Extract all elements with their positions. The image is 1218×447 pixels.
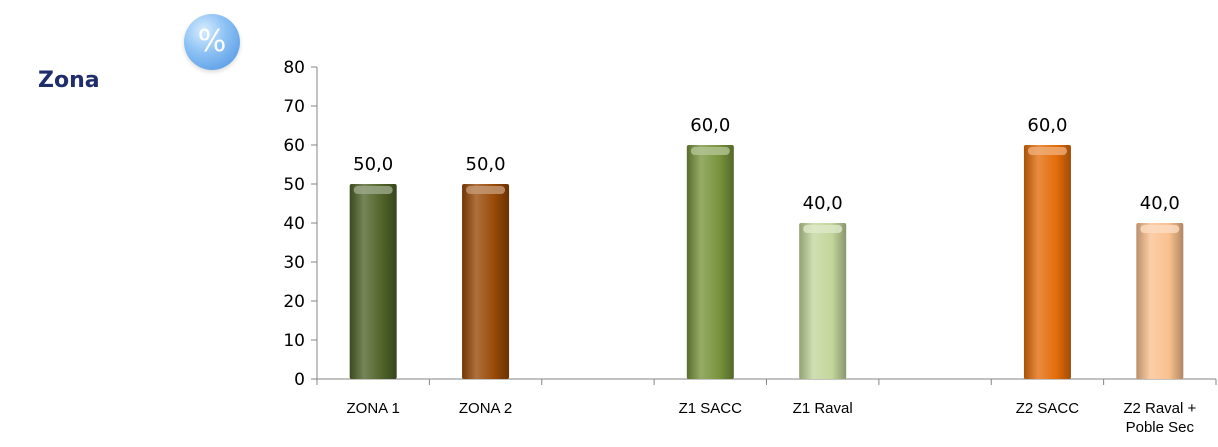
bar-top-bevel — [1027, 147, 1067, 155]
y-tick-label: 80 — [283, 58, 305, 78]
y-tick-label: 0 — [294, 370, 305, 390]
bar-value-label: 50,0 — [466, 154, 506, 175]
x-category-label: Z2 Raval + Poble Sec — [1123, 400, 1196, 436]
bar-value-label: 60,0 — [690, 115, 730, 136]
x-category-label: Z1 Raval — [793, 400, 853, 417]
y-tick-label: 20 — [283, 292, 305, 312]
percent-badge-icon: % — [184, 14, 240, 70]
bar-value-label: 60,0 — [1027, 115, 1067, 136]
y-tick-label: 40 — [283, 214, 305, 234]
bar — [1023, 145, 1071, 379]
y-tick-label: 70 — [283, 97, 305, 117]
chart-bars — [349, 145, 1184, 379]
chart-axes: 0 10 20 30 40 50 60 70 80 — [283, 58, 1217, 390]
bar-top-bevel — [466, 186, 506, 194]
bar — [349, 184, 397, 379]
percent-symbol: % — [197, 24, 227, 59]
y-tick-label: 50 — [283, 175, 305, 195]
chart-labels: ZONA 1 50,0 ZONA 2 50,0 Z1 SACC 60,0 Z1 Raval 4… — [347, 115, 1197, 436]
y-tick-label: 60 — [283, 136, 305, 156]
bar-value-label: 40,0 — [1140, 193, 1180, 214]
bar-top-bevel — [690, 147, 730, 155]
x-category-label: ZONA 2 — [459, 400, 512, 417]
bar — [462, 184, 510, 379]
x-category-label: Z1 SACC — [679, 400, 743, 417]
bar-top-bevel — [353, 186, 393, 194]
chart-title: Zona — [38, 68, 100, 93]
x-category-label: ZONA 1 — [347, 400, 400, 417]
bar-top-bevel — [803, 225, 843, 233]
bar-value-label: 40,0 — [803, 193, 843, 214]
bar — [1136, 223, 1184, 379]
bar-top-bevel — [1140, 225, 1180, 233]
bar-value-label: 50,0 — [353, 154, 393, 175]
bar — [799, 223, 847, 379]
y-tick-label: 30 — [283, 253, 305, 273]
bar — [686, 145, 734, 379]
x-category-label: Z2 SACC — [1016, 400, 1080, 417]
y-tick-label: 10 — [283, 331, 305, 351]
